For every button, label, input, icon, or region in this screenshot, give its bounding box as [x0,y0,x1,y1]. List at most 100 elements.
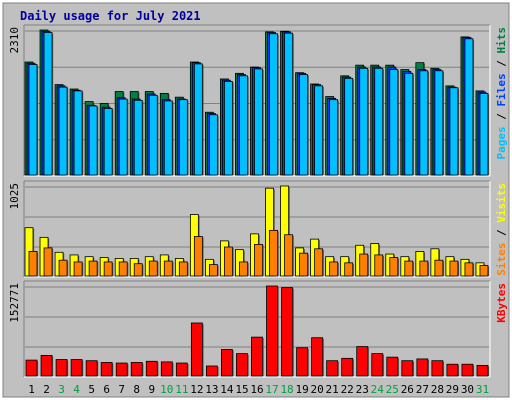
day-label: 30 [461,383,474,396]
bar-sites-day-30 [464,262,474,277]
bar-kbytes-day-24 [371,353,384,377]
day-label: 12 [190,383,203,396]
bar-sites-day-3 [58,259,68,277]
bar-sites-day-16 [254,243,263,277]
bar-sites-day-2 [43,247,53,277]
bar-sites-day-24 [374,254,384,277]
bar-sites-day-4 [73,261,83,277]
day-label: 29 [446,383,459,396]
bar-kbytes-day-4 [70,359,83,377]
bar-sites-day-23 [359,253,369,277]
day-label: 4 [73,383,80,396]
bar-pages-day-20 [314,85,324,176]
bar-pages-day-1 [28,64,38,176]
bar-kbytes-day-19 [296,347,308,377]
bar-sites-day-20 [314,248,324,277]
bar-sites-day-14 [224,246,233,277]
bar-kbytes-day-11 [175,362,188,377]
bar-kbytes-day-5 [85,360,98,377]
bar-pages-day-8 [133,99,143,176]
bar-sites-day-13 [208,264,218,277]
bar-pages-day-31 [479,92,489,176]
bar-kbytes-day-17 [266,285,278,377]
day-label: 15 [235,383,248,396]
day-label: 25 [386,383,399,396]
day-label: 24 [371,383,385,396]
day-label: 27 [416,383,429,396]
bar-sites-day-17 [269,229,278,277]
bar-sites-day-19 [299,252,308,277]
bar-sites-day-11 [178,261,188,277]
bar-kbytes-day-22 [341,357,354,377]
series-legend: KBytes [495,283,508,323]
series-legend: Sites / Visits [495,183,508,276]
bar-kbytes-day-25 [386,356,399,377]
bar-sites-day-6 [103,261,113,277]
day-label: 31 [476,383,489,396]
bar-kbytes-day-26 [401,360,414,377]
day-label: 7 [118,383,125,396]
bar-sites-day-29 [449,260,459,277]
bar-pages-day-4 [73,90,83,176]
bar-kbytes-day-27 [416,358,429,377]
ymax-label: 2310 [8,27,21,54]
day-label: 11 [175,383,188,396]
bar-kbytes-day-21 [326,360,339,377]
panel-bot: 152771 KBytes [8,280,508,378]
day-label: 9 [148,383,155,396]
bar-sites-day-8 [133,263,143,277]
bar-sites-day-5 [88,260,98,277]
bar-pages-day-30 [464,38,474,176]
bar-pages-day-29 [449,87,459,176]
day-label: 22 [341,383,354,396]
day-label: 20 [311,383,324,396]
bar-kbytes-day-12 [190,322,203,377]
bar-pages-day-16 [254,68,263,176]
bar-kbytes-day-31 [476,364,489,377]
bar-sites-day-1 [28,251,38,277]
series-legend: Pages / Files / Hits [495,27,508,160]
day-label: 23 [356,383,369,396]
bar-pages-day-18 [284,32,293,176]
bar-pages-day-17 [269,33,278,176]
bar-pages-day-22 [344,77,354,176]
bar-kbytes-day-16 [251,336,263,377]
day-label: 3 [58,383,65,396]
bar-kbytes-day-20 [311,337,324,377]
ymax-label: 152771 [8,283,21,323]
bar-pages-day-12 [193,63,203,176]
day-label: 21 [326,383,339,396]
bar-kbytes-day-28 [431,360,444,377]
day-label: 18 [280,383,293,396]
bar-pages-day-7 [118,98,128,176]
day-label: 19 [295,383,308,396]
bar-sites-day-27 [419,260,429,277]
bar-kbytes-day-30 [461,363,474,377]
bar-pages-day-25 [389,69,399,176]
bar-pages-day-21 [329,99,339,176]
bar-pages-day-23 [359,67,369,176]
bar-kbytes-day-14 [221,349,233,377]
bar-pages-day-9 [148,94,158,176]
day-label: 2 [43,383,50,396]
day-label: 28 [431,383,444,396]
bar-pages-day-28 [434,70,444,176]
bar-pages-day-3 [58,86,68,176]
bar-kbytes-day-8 [130,362,143,377]
bar-kbytes-day-9 [145,360,158,377]
bar-kbytes-day-7 [115,362,128,377]
bar-sites-day-25 [389,257,399,277]
bar-pages-day-10 [163,100,173,176]
bar-pages-day-14 [224,81,233,176]
day-label: 13 [205,383,218,396]
bar-sites-day-10 [163,260,173,277]
bar-pages-day-13 [208,114,218,176]
bar-kbytes-day-3 [55,359,68,377]
bar-kbytes-day-15 [236,353,248,377]
day-label: 5 [88,383,95,396]
day-label: 17 [265,383,278,396]
bar-pages-day-19 [299,74,308,176]
bar-sites-day-18 [284,234,293,277]
day-label: 1 [28,383,35,396]
bar-sites-day-28 [434,259,444,277]
